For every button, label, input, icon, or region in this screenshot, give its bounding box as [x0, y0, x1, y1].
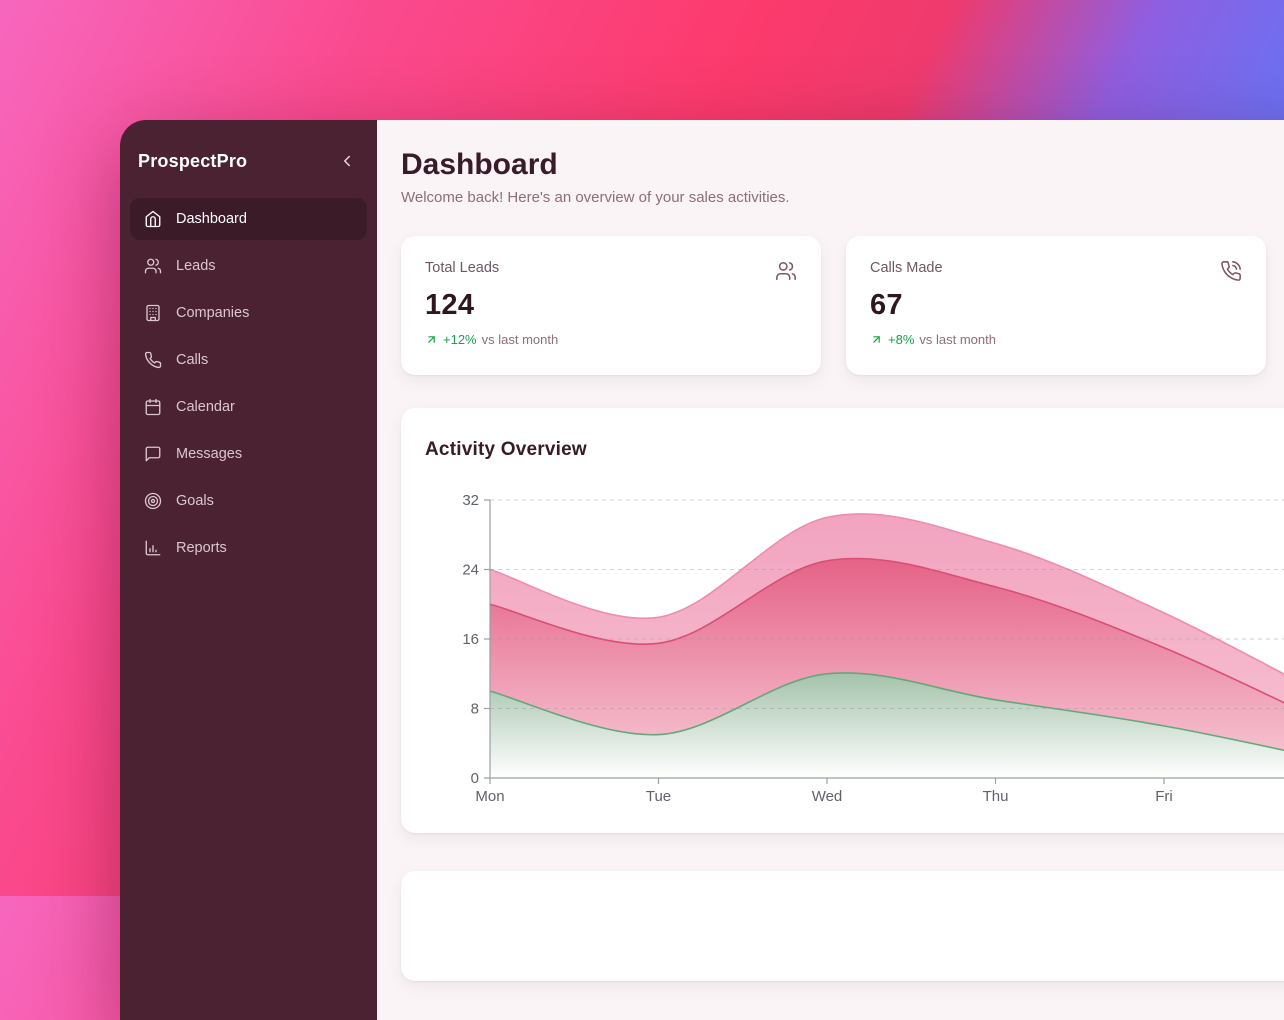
sidebar-item-calendar[interactable]: Calendar [130, 386, 367, 428]
main-content: Dashboard Welcome back! Here's an overvi… [377, 120, 1284, 1020]
sidebar-header: ProspectPro [130, 144, 367, 178]
area-stroke-series-1 [489, 557, 1284, 704]
y-tick-label: 32 [462, 492, 479, 509]
sidebar-item-dashboard[interactable]: Dashboard [130, 198, 367, 240]
y-tick-label: 16 [462, 631, 479, 648]
y-tick-label: 8 [471, 701, 479, 718]
stat-card-calls-made: Calls Made 67 +8% vs last month [846, 236, 1266, 375]
trend-percent: +12% [443, 332, 477, 347]
sidebar-item-messages[interactable]: Messages [130, 433, 367, 475]
sidebar-item-label: Leads [176, 258, 216, 274]
x-tick-label: Thu [983, 788, 1009, 805]
chart-title: Activity Overview [425, 439, 587, 460]
bar-chart-icon [144, 539, 162, 557]
stat-card-header: Total Leads [425, 260, 797, 282]
x-tick-label: Mon [475, 788, 504, 805]
trend-note: vs last month [481, 332, 559, 347]
stat-label: Total Leads [425, 260, 500, 276]
stat-trend: +8% vs last month [870, 332, 1242, 347]
y-tick-label: 0 [471, 770, 479, 787]
stat-value: 124 [425, 289, 475, 321]
app-brand: ProspectPro [138, 150, 248, 171]
target-icon [144, 492, 162, 510]
calendar-icon [144, 398, 162, 416]
building-icon [144, 304, 162, 322]
sidebar-collapse-button[interactable] [335, 149, 359, 173]
activity-overview-card: 0 8 16 24 32 Mon Tue Wed Thu Fri Activity Overvie… [401, 408, 1284, 833]
sidebar-item-label: Dashboard [176, 211, 247, 227]
users-icon [144, 257, 162, 275]
phone-call-icon [1220, 260, 1242, 282]
arrow-up-right-icon [425, 333, 438, 346]
x-tick-label: Fri [1155, 788, 1173, 805]
sidebar-item-label: Messages [176, 446, 243, 462]
area-series-0 [490, 672, 1284, 778]
y-tick-label: 24 [462, 562, 479, 579]
sidebar-item-label: Calls [176, 352, 209, 368]
area-stroke-series-2 [489, 513, 1284, 675]
activity-chart: 0 8 16 24 32 Mon Tue Wed Thu Fri [462, 492, 1284, 805]
trend-note: vs last month [919, 332, 996, 347]
page-subtitle: Welcome back! Here's an overview of your… [401, 189, 790, 206]
stat-value: 67 [870, 289, 903, 321]
sidebar-item-label: Calendar [176, 399, 235, 415]
sidebar-item-reports[interactable]: Reports [130, 527, 367, 569]
sidebar-item-label: Companies [176, 305, 250, 321]
sidebar-item-calls[interactable]: Calls [130, 339, 367, 381]
users-icon [775, 260, 797, 282]
stats-row: Total Leads 124 +12% vs last month Calls Mad… [401, 236, 1284, 375]
stat-card-total-leads: Total Leads 124 +12% vs last month [401, 236, 821, 375]
partial-card-below-fold [401, 871, 1284, 981]
area-stroke-series-0 [489, 672, 1284, 752]
sidebar-item-companies[interactable]: Companies [130, 292, 367, 334]
x-tick-label: Tue [646, 788, 671, 805]
sidebar-item-label: Goals [176, 493, 214, 509]
sidebar-item-label: Reports [176, 540, 227, 556]
stat-label: Calls Made [870, 260, 943, 276]
home-icon [144, 210, 162, 228]
trend-percent: +8% [888, 332, 915, 347]
phone-icon [144, 351, 162, 369]
sidebar-item-leads[interactable]: Leads [130, 245, 367, 287]
message-square-icon [144, 445, 162, 463]
stat-card-header: Calls Made [870, 260, 1242, 282]
chevron-left-icon [338, 152, 356, 170]
arrow-up-right-icon [870, 333, 883, 346]
page-title: Dashboard [401, 148, 558, 181]
x-tick-label: Wed [812, 788, 843, 805]
sidebar-item-goals[interactable]: Goals [130, 480, 367, 522]
sidebar-nav: Dashboard Leads Companies Calls Calendar Mess… [130, 198, 367, 569]
sidebar: ProspectPro Dashboard Leads Companies Calls… [120, 120, 377, 1020]
app-window: ProspectPro Dashboard Leads Companies Calls… [120, 120, 1284, 1020]
stat-trend: +12% vs last month [425, 332, 797, 347]
